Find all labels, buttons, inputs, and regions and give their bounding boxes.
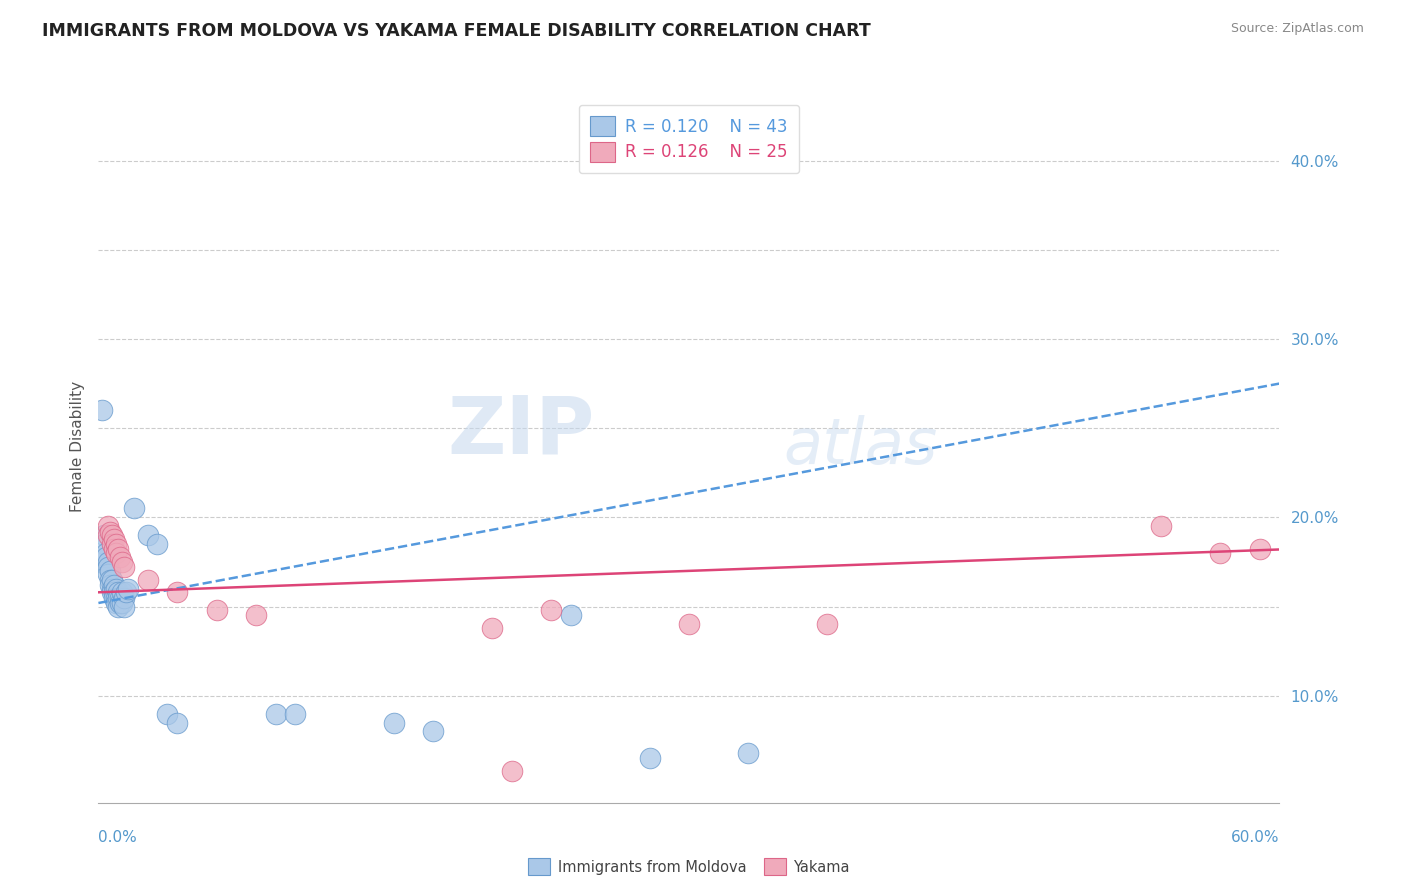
Point [136,528,159,542]
Point [105,591,128,605]
Point [112,560,135,574]
Point [105,546,128,560]
Point [107,599,129,614]
Y-axis label: Female Disability: Female Disability [69,380,84,512]
Point [111,585,134,599]
Text: 0.0%: 0.0% [98,830,138,845]
Point [501,764,523,778]
Point [108,591,131,605]
Point [97,519,120,533]
Point [101,582,124,596]
Point [107,542,129,557]
Point [560,608,582,623]
Point [97,560,120,574]
Point [98,524,121,539]
Point [136,573,159,587]
Point [422,724,444,739]
Text: IMMIGRANTS FROM MOLDOVA VS YAKAMA FEMALE DISABILITY CORRELATION CHART: IMMIGRANTS FROM MOLDOVA VS YAKAMA FEMALE… [42,22,870,40]
Point [96,549,118,564]
Point [101,537,124,551]
Point [540,603,562,617]
Point [112,591,135,605]
Point [91,403,114,417]
Point [264,706,287,721]
Point [678,617,700,632]
Point [101,528,124,542]
Text: 60.0%: 60.0% [1232,830,1279,845]
Point [1150,519,1173,533]
Point [101,573,124,587]
Point [98,578,121,592]
Point [96,546,118,560]
Point [205,603,228,617]
Point [156,706,179,721]
Point [93,537,115,551]
Point [166,715,188,730]
Point [97,567,120,582]
Point [117,582,139,596]
Point [105,596,128,610]
Point [122,501,145,516]
Point [166,585,188,599]
Text: Source: ZipAtlas.com: Source: ZipAtlas.com [1230,22,1364,36]
Point [146,537,169,551]
Point [111,555,134,569]
Point [245,608,267,623]
Point [105,537,128,551]
Point [103,578,125,592]
Point [97,555,120,569]
Point [105,582,128,596]
Point [97,528,120,542]
Legend: Immigrants from Moldova, Yakama: Immigrants from Moldova, Yakama [523,853,855,881]
Point [93,528,115,542]
Text: atlas: atlas [783,415,938,477]
Text: ZIP: ZIP [447,392,595,471]
Point [103,591,125,605]
Point [284,706,307,721]
Point [1249,542,1271,557]
Point [481,621,503,635]
Point [115,585,138,599]
Point [638,751,661,765]
Point [98,564,121,578]
Point [108,549,131,564]
Point [107,585,129,599]
Point [815,617,838,632]
Point [111,596,134,610]
Point [737,746,759,760]
Point [103,532,125,546]
Point [103,585,125,599]
Point [98,573,121,587]
Point [103,542,125,557]
Point [1209,546,1232,560]
Point [107,591,129,605]
Point [101,585,124,599]
Point [112,599,135,614]
Point [108,596,131,610]
Point [382,715,405,730]
